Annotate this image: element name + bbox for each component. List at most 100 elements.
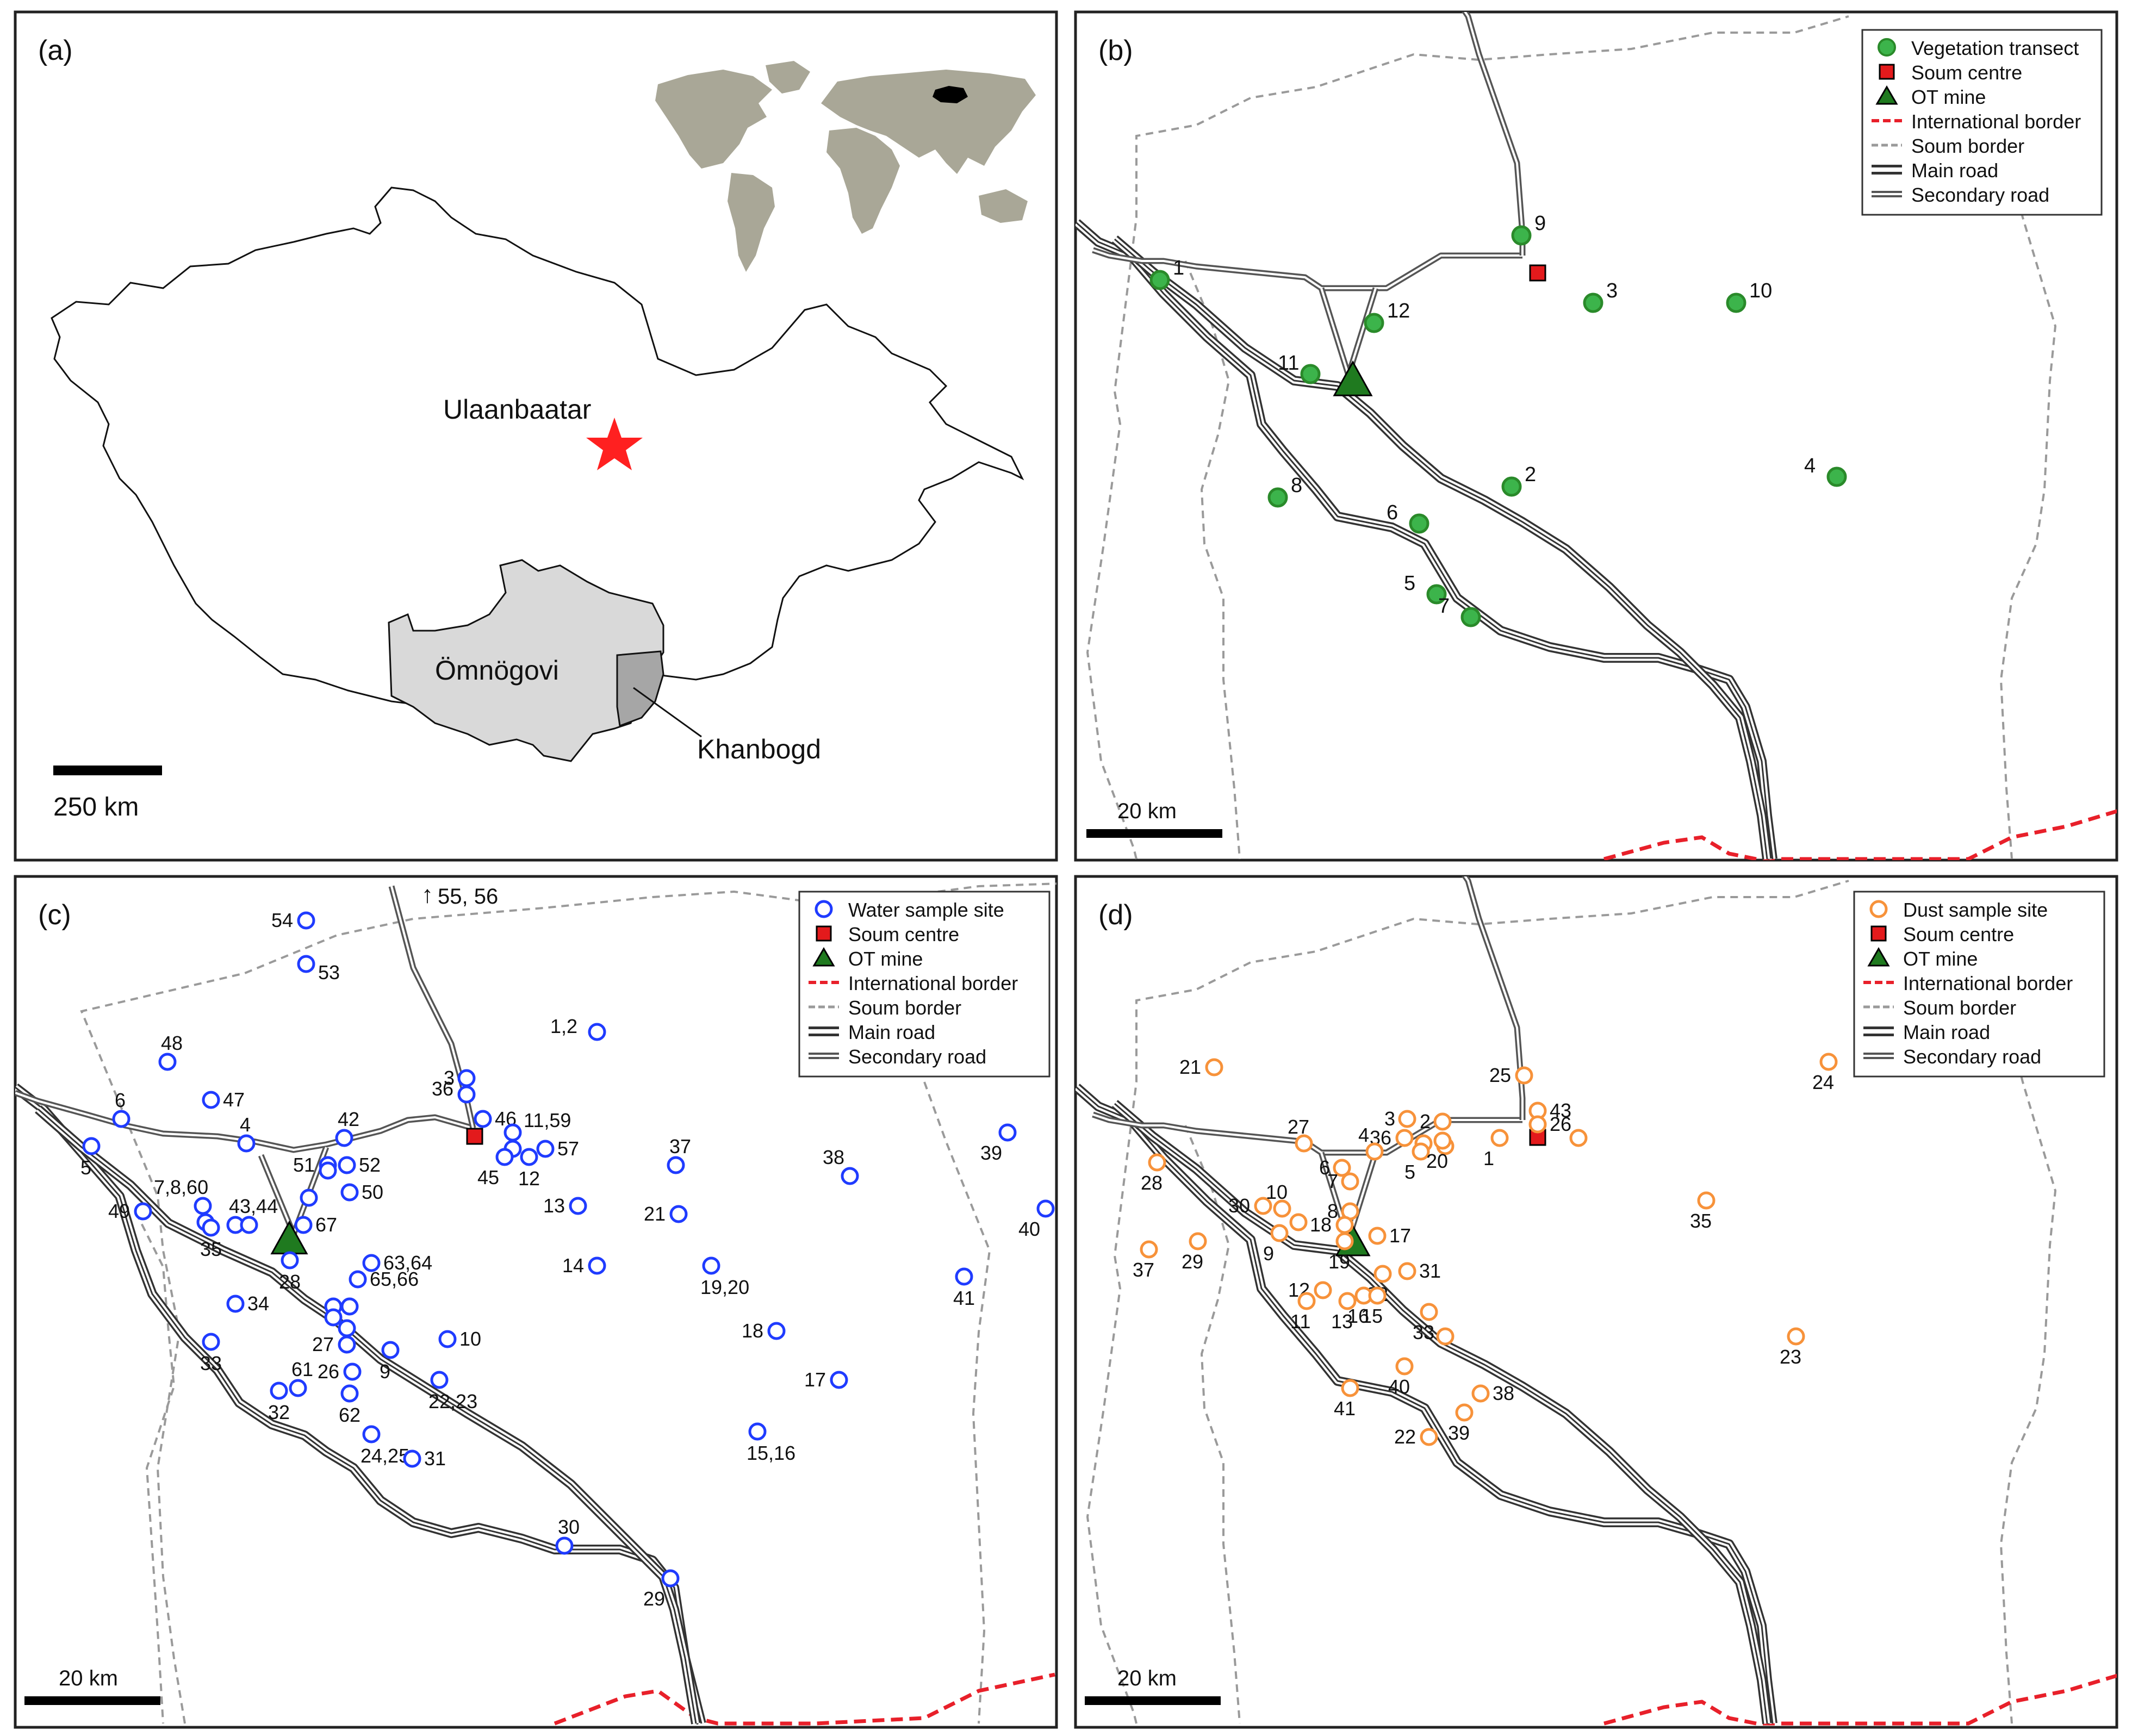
dust-sample-marker	[1333, 1159, 1351, 1177]
water-sample-marker	[343, 1362, 362, 1381]
secondary-road-swatch-inner	[809, 1055, 839, 1057]
dust-sample-label: 25	[1489, 1064, 1511, 1086]
soum-border-line	[923, 1081, 991, 1724]
legend-item-main-road: Main road	[1911, 159, 1998, 182]
vegetation-marker-icon	[1878, 38, 1896, 57]
legend-item-soum-centre: Soum centre	[1911, 61, 2022, 84]
ot-mine-icon	[1867, 947, 1890, 967]
legend-item-main-road: Main road	[1903, 1021, 1990, 1043]
water-sample-label: 13	[543, 1194, 565, 1217]
water-sample-label: 63,64	[383, 1252, 432, 1274]
main-road-centerline	[15, 1086, 703, 1724]
vegetation-transect-marker	[1300, 364, 1321, 384]
vegetation-transect-marker	[1501, 476, 1522, 497]
water-sample-label: 21	[644, 1203, 666, 1225]
water-sample-marker	[495, 1148, 514, 1166]
dust-sample-marker	[1471, 1384, 1490, 1403]
water-sample-marker	[457, 1069, 476, 1087]
dust-sample-marker	[1455, 1403, 1474, 1422]
dust-sample-label: 18	[1310, 1214, 1332, 1236]
water-sample-marker	[748, 1422, 767, 1441]
water-sample-label: 65,66	[370, 1268, 419, 1290]
ot-mine-icon	[1875, 85, 1898, 105]
vegetation-transect-label: 8	[1291, 474, 1302, 497]
up-arrow-icon: ↑	[421, 881, 433, 908]
water-sample-label: 41	[953, 1287, 975, 1309]
water-sample-marker	[457, 1085, 476, 1104]
water-sample-marker	[504, 1123, 522, 1142]
water-sample-marker	[281, 1251, 299, 1270]
dust-sample-label: 28	[1141, 1172, 1163, 1194]
panel-d-scale-label: 20 km	[1117, 1666, 1177, 1690]
dust-sample-marker	[1289, 1213, 1308, 1231]
dust-sample-label: 26	[1550, 1113, 1571, 1135]
water-sample-label: 53	[318, 961, 340, 984]
vegetation-transect-label: 9	[1534, 212, 1546, 235]
water-sample-label: 39	[980, 1142, 1002, 1164]
south-america-shape	[728, 173, 775, 272]
main-road-centerline	[1114, 1103, 1768, 1724]
vegetation-transect-marker	[1826, 466, 1847, 487]
dust-sample-label: 2	[1420, 1110, 1431, 1133]
water-sample-label: 17	[804, 1368, 826, 1391]
dust-sample-marker	[1189, 1232, 1207, 1250]
dust-sample-marker	[1338, 1292, 1357, 1310]
panel-c-scale-label: 20 km	[59, 1666, 118, 1690]
legend-item-secondary-road: Secondary road	[1903, 1046, 2041, 1068]
district-label-khanbogd: Khanbogd	[697, 734, 821, 764]
dust-sample-label: 3	[1384, 1107, 1395, 1130]
water-sample-marker	[294, 1216, 313, 1234]
soum-centre-icon	[1529, 264, 1546, 282]
secondary-road-swatch-inner	[1863, 1055, 1894, 1057]
legend-item-soum-centre: Soum centre	[1903, 923, 2014, 945]
water-sample-marker	[1036, 1199, 1055, 1218]
water-sample-marker	[362, 1254, 381, 1272]
soum-border-line	[1184, 260, 1241, 860]
secondary-road-inner	[1464, 876, 1524, 1120]
dust-sample-label: 37	[1133, 1259, 1154, 1281]
dust-sample-marker	[1140, 1240, 1158, 1259]
dust-sample-label: 1	[1483, 1147, 1494, 1169]
water-sample-label: 12	[518, 1167, 540, 1190]
dust-sample-label: 15	[1361, 1305, 1383, 1327]
water-sample-marker	[112, 1110, 130, 1128]
dust-sample-marker	[1368, 1227, 1387, 1245]
dust-sample-label: 4	[1358, 1124, 1369, 1146]
water-sample-marker	[158, 1053, 177, 1071]
secondary-road-inner	[390, 886, 474, 1129]
main-road-centerline	[1076, 222, 1774, 860]
omnogovi-province-shape	[388, 559, 664, 762]
water-sample-label: 45	[477, 1166, 499, 1189]
panel-b-label: (b)	[1098, 35, 1133, 66]
dust-sample-marker	[1335, 1232, 1354, 1250]
water-sample-label: 50	[362, 1181, 383, 1203]
legend-item-sites: Dust sample site	[1903, 899, 2048, 921]
water-sample-marker	[202, 1218, 220, 1237]
secondary-road-swatch-inner	[1872, 193, 1902, 195]
dust-sample-label: 17	[1389, 1224, 1411, 1247]
vegetation-transect-label: 5	[1404, 572, 1415, 595]
legend-item-sites: Vegetation transect	[1911, 37, 2079, 59]
dust-sample-marker	[1295, 1134, 1313, 1153]
water-sample-marker	[340, 1297, 359, 1316]
soum-centre-icon	[816, 925, 832, 942]
dust-sample-label: 24	[1812, 1071, 1834, 1093]
water-sample-marker	[955, 1267, 973, 1286]
dust-sample-marker	[1395, 1357, 1414, 1376]
province-label-omnogovi: Ömnögovi	[435, 655, 559, 686]
main-road-swatch-inner	[1872, 167, 1902, 172]
water-sample-marker	[338, 1156, 356, 1174]
water-sample-marker	[340, 1384, 359, 1403]
soum-centre-icon	[1870, 925, 1887, 942]
legend-item-intl-border: International border	[1903, 972, 2073, 994]
main-road-centerline	[1076, 1086, 1774, 1724]
water-sample-label: 6	[115, 1089, 126, 1111]
dust-sample-marker	[1341, 1379, 1359, 1397]
dust-sample-label: 20	[1426, 1150, 1448, 1172]
legend-item-main-road: Main road	[848, 1021, 935, 1043]
water-sample-label: 32	[268, 1401, 290, 1423]
water-sample-marker	[767, 1322, 786, 1340]
ot-mine-icon	[812, 947, 835, 967]
